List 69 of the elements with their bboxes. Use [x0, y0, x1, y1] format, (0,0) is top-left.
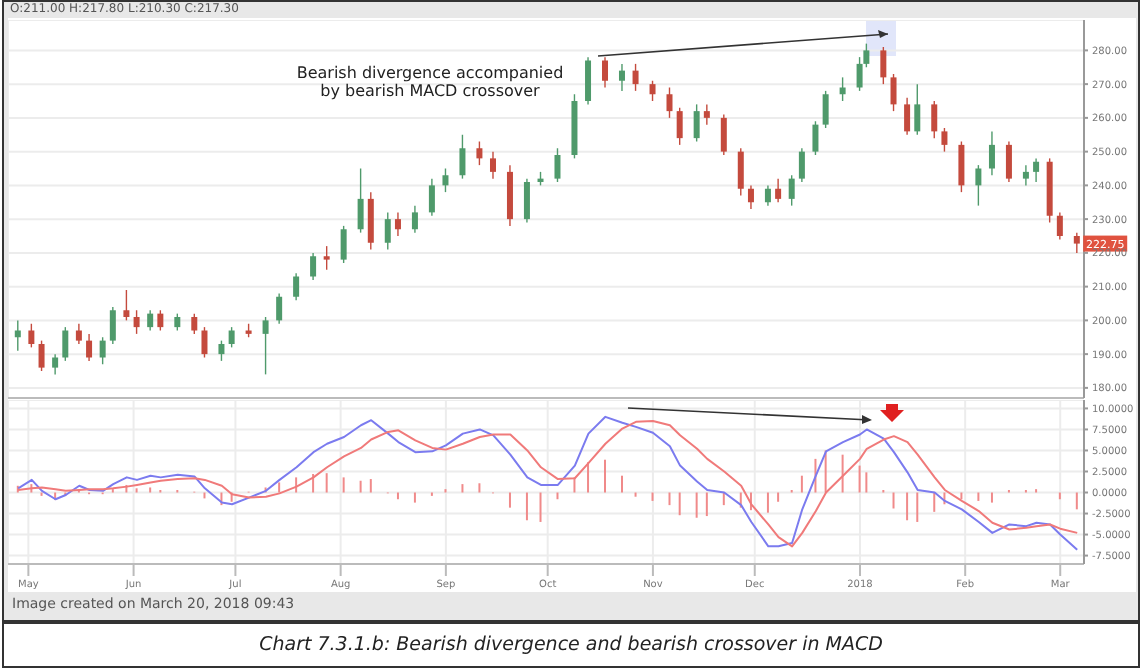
candlestick [931, 100, 938, 139]
candlestick [822, 90, 829, 129]
candlestick [775, 177, 782, 203]
candlestick [788, 174, 795, 207]
candlestick [798, 147, 805, 183]
candlestick [737, 147, 744, 197]
candlestick [489, 150, 496, 180]
candlestick [764, 184, 771, 207]
candlestick [357, 167, 364, 234]
candlestick [442, 167, 449, 193]
candlestick [411, 204, 418, 234]
candlestick [703, 103, 710, 126]
candlestick [133, 309, 140, 335]
candlestick [228, 326, 235, 349]
candlestick [914, 83, 921, 136]
candlestick [554, 147, 561, 183]
candlestick [890, 73, 897, 112]
candlestick [293, 272, 300, 301]
candlestick [1022, 164, 1029, 187]
candlestick [747, 184, 754, 210]
candlestick [62, 326, 69, 362]
candlestick [720, 113, 727, 156]
candlestick [262, 316, 269, 376]
candlestick [523, 177, 530, 224]
caption: Chart 7.3.1.b: Bearish divergence and bearish crossover in MACD [2, 622, 1140, 668]
candlestick [191, 312, 198, 335]
candlestick [618, 63, 625, 92]
candlestick [459, 134, 466, 180]
annotation: Bearish divergence accompanied by bearish MACD crossover [294, 64, 566, 100]
candlestick [38, 339, 45, 372]
candlestick [1033, 157, 1040, 183]
candlestick [1005, 140, 1012, 183]
candlestick [75, 323, 82, 345]
candlestick [109, 306, 116, 345]
candlestick [1073, 231, 1080, 254]
candlestick [310, 252, 317, 281]
candlestick [276, 292, 283, 325]
candlestick [123, 289, 130, 322]
candlestick [367, 191, 374, 251]
candlestick [958, 140, 965, 193]
candlestick [428, 177, 435, 217]
candlestick [649, 80, 656, 102]
candlestick [941, 127, 948, 153]
candlestick [1056, 211, 1063, 241]
candlestick [602, 56, 609, 89]
candlestick [384, 211, 391, 251]
candlestick [52, 353, 59, 376]
candlestick [585, 56, 592, 106]
candlestick [157, 309, 164, 332]
candlestick [812, 120, 819, 156]
candlestick [975, 164, 982, 207]
candlestick [904, 96, 911, 136]
candlestick [880, 46, 887, 85]
candlestick [506, 164, 513, 227]
candlestick [340, 225, 347, 264]
candlestick [632, 63, 639, 92]
candlestick [988, 130, 995, 176]
candlestick [28, 323, 35, 349]
candlestick [693, 103, 700, 143]
candlestick [201, 326, 208, 359]
candlestick [218, 339, 225, 362]
candlestick [323, 245, 330, 271]
candlestick [476, 140, 483, 166]
candlestick [666, 86, 673, 119]
candlestick [99, 336, 106, 365]
candlestick [86, 333, 93, 362]
candlestick [147, 309, 154, 332]
candlestick [394, 211, 401, 237]
candlestick [676, 107, 683, 146]
